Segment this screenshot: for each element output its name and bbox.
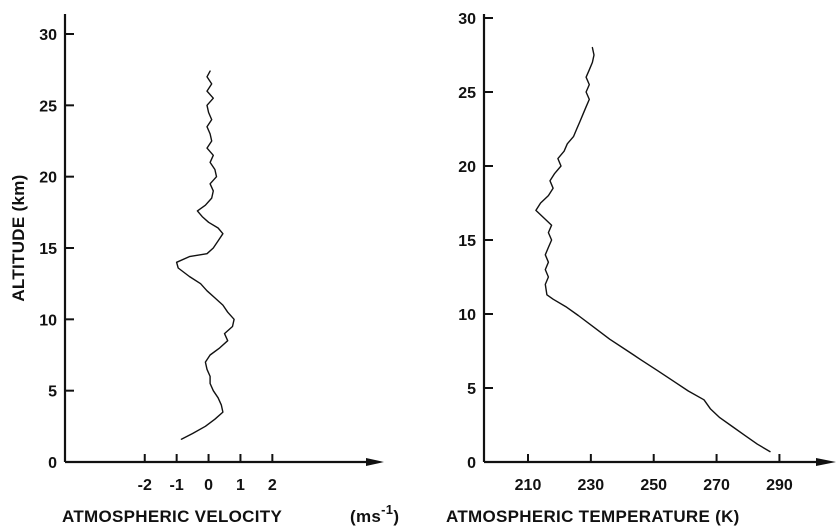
temperature-y-tick-label: 25 [458, 85, 476, 102]
velocity-y-axis-title: ALTITUDE (km) [9, 174, 28, 301]
velocity-unit-exponent: -1 [381, 502, 393, 517]
velocity-x-tick-label: 2 [268, 477, 277, 494]
velocity-x-tick-label: 0 [204, 477, 213, 494]
temperature-axes [482, 14, 836, 466]
temperature-x-ticks: 210 230 250 270 290 [515, 454, 793, 494]
temperature-x-tick-label: 210 [515, 477, 542, 494]
temperature-x-tick-label: 230 [578, 477, 605, 494]
velocity-x-tick-label: -1 [170, 477, 184, 494]
velocity-y-tick-label: 15 [39, 241, 57, 258]
velocity-x-tick-label: 1 [236, 477, 245, 494]
temperature-y-tick-label: 0 [467, 455, 476, 472]
velocity-y-tick-label: 30 [39, 27, 57, 44]
temperature-x-tick-label: 290 [766, 477, 793, 494]
temperature-y-tick-label: 5 [467, 381, 476, 398]
velocity-y-tick-label: 0 [48, 455, 57, 472]
temperature-profile-line [535, 46, 771, 453]
velocity-y-tick-label: 20 [39, 170, 57, 187]
velocity-x-axis-arrow-icon [366, 458, 384, 466]
velocity-x-tick-label: -2 [138, 477, 152, 494]
velocity-profile-line [175, 70, 235, 440]
temperature-y-tick-label: 10 [458, 307, 476, 324]
velocity-x-ticks: -2 -1 0 1 2 [138, 454, 277, 494]
velocity-y-tick-label: 10 [39, 312, 57, 329]
temperature-x-axis-title: ATMOSPHERIC TEMPERATURE (K) [446, 507, 740, 526]
velocity-unit-open: (ms [350, 507, 381, 526]
velocity-axes [63, 14, 384, 466]
velocity-y-tick-label: 25 [39, 98, 57, 115]
velocity-unit-close: ) [393, 507, 399, 526]
temperature-x-tick-label: 250 [640, 477, 667, 494]
velocity-panel: 0 5 10 15 20 25 30 -2 -1 0 1 2 ALTITUDE (km) ATMOS… [9, 14, 399, 526]
velocity-x-axis-title: ATMOSPHERIC VELOCITY [62, 507, 282, 526]
velocity-y-ticks: 0 5 10 15 20 25 30 [39, 27, 74, 472]
temperature-y-tick-label: 30 [458, 11, 476, 28]
temperature-y-ticks: 0 5 10 15 20 25 30 [458, 11, 493, 472]
temperature-panel: 0 5 10 15 20 25 30 210 230 250 270 290 ATMOSPHERIC… [446, 11, 836, 526]
velocity-y-tick-label: 5 [48, 384, 57, 401]
temperature-x-tick-label: 270 [703, 477, 730, 494]
temperature-x-axis-arrow-icon [816, 458, 836, 466]
velocity-x-axis-unit: (ms-1) [350, 502, 399, 526]
temperature-y-tick-label: 15 [458, 233, 476, 250]
temperature-y-tick-label: 20 [458, 159, 476, 176]
